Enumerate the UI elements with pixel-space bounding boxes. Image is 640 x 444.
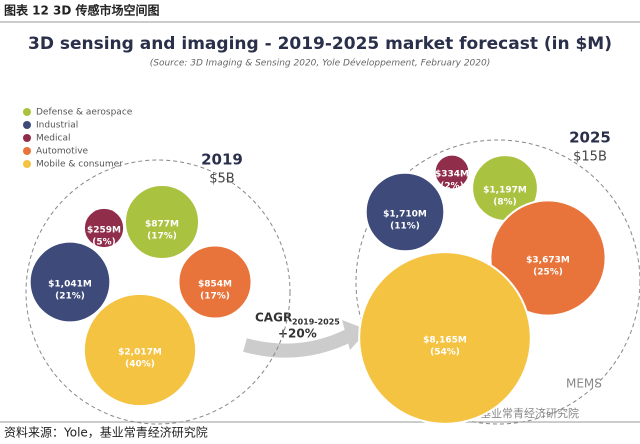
legend-label: Medical xyxy=(36,134,70,144)
share-label: (8%) xyxy=(493,198,517,208)
cagr-label: CAGR xyxy=(255,311,292,325)
bubble xyxy=(433,153,471,191)
value-label: $3,673M xyxy=(526,256,570,266)
bubble xyxy=(489,199,607,317)
total-label: $5B xyxy=(209,172,234,187)
year-label: 2019 xyxy=(201,151,243,169)
cagr-value: +20% xyxy=(278,327,317,341)
legend-swatch xyxy=(23,108,31,116)
cagr-arrow: CAGR 2019-2025 +20% xyxy=(243,311,368,358)
footer: 资料来源：Yole，基业常青经济研究院 xyxy=(4,425,208,440)
share-label: (40%) xyxy=(125,360,155,370)
value-label: $1,710M xyxy=(383,210,427,220)
share-label: (2%) xyxy=(440,182,464,192)
bubble xyxy=(28,240,112,324)
legend-label: Automotive xyxy=(36,147,89,157)
arrow-body xyxy=(243,328,354,358)
value-label: $2,017M xyxy=(118,348,162,358)
bubble xyxy=(123,183,201,261)
bubble xyxy=(82,206,126,250)
share-label: (5%) xyxy=(92,238,116,248)
value-label: $259M xyxy=(87,226,121,236)
value-label: $877M xyxy=(145,220,179,230)
share-label: (21%) xyxy=(55,292,85,302)
bubble xyxy=(358,251,532,425)
header: 图表 12 3D 传感市场空间图 xyxy=(4,3,160,18)
group-frame xyxy=(25,159,291,425)
bubble xyxy=(364,171,446,253)
legend-swatch xyxy=(23,147,31,155)
share-label: (54%) xyxy=(430,348,460,358)
legend-label: Mobile & consumer xyxy=(36,160,123,170)
legend-swatch xyxy=(23,134,31,142)
value-label: $854M xyxy=(198,280,232,290)
legend-label: Industrial xyxy=(36,121,78,131)
title: 3D sensing and imaging - 2019-2025 marke… xyxy=(28,34,612,54)
watermark-account: 基业常青经济研究院 xyxy=(480,406,579,420)
source-note: (Source: 3D Imaging & Sensing 2020, Yole… xyxy=(150,58,491,69)
value-label: $8,165M xyxy=(423,336,467,346)
year-label: 2025 xyxy=(569,129,611,147)
total-label: $15B xyxy=(573,150,607,165)
cagr-period: 2019-2025 xyxy=(292,318,340,327)
value-label: $334M xyxy=(435,170,469,180)
share-label: (17%) xyxy=(147,232,177,242)
watermark-brand: MEMS xyxy=(566,377,602,391)
legend-label: Defense & aerospace xyxy=(36,108,133,118)
value-label: $1,197M xyxy=(483,186,527,196)
share-label: (11%) xyxy=(390,222,420,232)
value-label: $1,041M xyxy=(48,280,92,290)
bubble xyxy=(177,244,253,320)
share-label: (25%) xyxy=(533,268,563,278)
legend-swatch xyxy=(23,160,31,168)
legend-swatch xyxy=(23,121,31,129)
group-frame xyxy=(355,139,640,425)
bubble xyxy=(82,292,198,408)
share-label: (17%) xyxy=(200,292,230,302)
